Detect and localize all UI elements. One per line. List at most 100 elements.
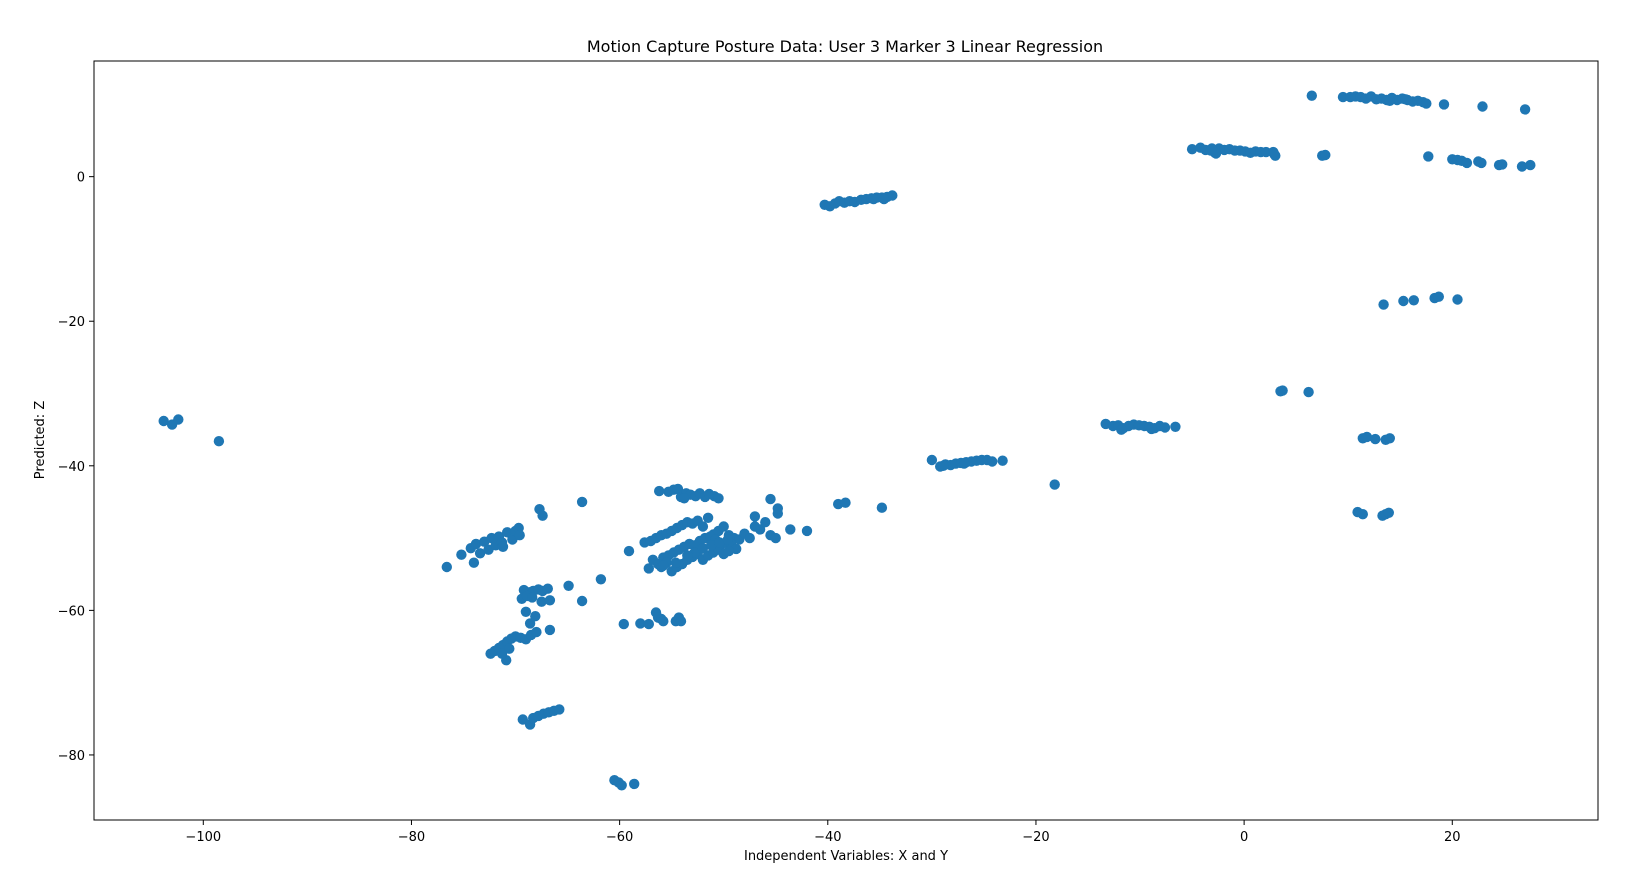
data-point — [1146, 423, 1157, 435]
data-point — [1516, 161, 1528, 172]
data-point — [468, 557, 480, 568]
data-point — [1260, 146, 1272, 158]
data-point — [213, 436, 225, 447]
y-axis: −80 −60 −40 −20 0 — [58, 171, 94, 764]
data-point — [765, 493, 776, 505]
data-point — [524, 618, 536, 629]
data-point — [1423, 151, 1434, 162]
data-point — [702, 512, 714, 523]
data-point — [770, 532, 781, 544]
data-point — [1277, 385, 1288, 396]
data-point — [801, 525, 813, 537]
data-point — [723, 545, 735, 557]
data-point — [1476, 157, 1487, 169]
data-point — [722, 534, 734, 545]
data-point — [496, 648, 508, 659]
data-point — [1049, 479, 1060, 490]
data-point — [536, 596, 547, 607]
data-point — [1159, 422, 1171, 433]
data-point — [616, 780, 627, 791]
x-tick-label: −20 — [1022, 830, 1049, 845]
data-point — [868, 193, 879, 205]
data-point — [1303, 386, 1314, 398]
data-point — [595, 574, 607, 585]
data-point — [514, 530, 525, 541]
data-point — [713, 493, 724, 504]
data-point — [1519, 104, 1531, 115]
data-point — [502, 527, 513, 538]
data-point — [1461, 157, 1473, 169]
x-tick-label: 0 — [1240, 830, 1248, 845]
data-point — [1116, 424, 1127, 435]
data-point — [531, 626, 542, 638]
y-tick-label: −40 — [58, 460, 85, 475]
data-point — [1477, 101, 1488, 112]
x-tick-label: 20 — [1444, 830, 1461, 845]
data-point — [618, 618, 629, 630]
x-tick-label: −60 — [606, 830, 633, 845]
data-point — [1408, 295, 1420, 306]
data-point — [1525, 159, 1536, 171]
data-point — [682, 550, 693, 561]
data-point — [718, 521, 729, 532]
data-point — [785, 524, 796, 535]
data-point — [938, 460, 949, 471]
data-point — [623, 545, 635, 557]
data-point — [878, 193, 890, 205]
data-point — [1384, 95, 1396, 107]
data-point — [1306, 90, 1318, 101]
data-point — [441, 561, 452, 573]
data-point — [1383, 507, 1395, 518]
data-point — [643, 618, 654, 630]
data-point — [697, 543, 709, 554]
data-point — [1378, 299, 1389, 310]
data-point — [474, 548, 486, 559]
x-tick-label: −100 — [185, 830, 221, 845]
data-point — [997, 455, 1008, 466]
y-axis-label: Predicted: Z — [33, 401, 48, 480]
x-axis-label: Independent Variables: X and Y — [744, 849, 948, 864]
data-point — [670, 557, 681, 568]
data-point — [1206, 143, 1218, 154]
data-point — [544, 595, 556, 606]
data-point — [544, 624, 556, 636]
data-point — [527, 592, 538, 603]
data-point — [158, 415, 169, 427]
data-point — [1320, 149, 1331, 161]
y-tick-label: −20 — [58, 315, 85, 330]
data-point — [744, 532, 755, 544]
data-point — [658, 560, 669, 571]
data-point — [679, 493, 690, 504]
data-point — [456, 549, 467, 560]
data-point — [470, 538, 482, 550]
data-point — [840, 497, 851, 508]
data-point — [576, 496, 588, 508]
data-point — [1433, 291, 1445, 302]
data-point — [517, 714, 528, 725]
data-point — [629, 778, 640, 790]
data-point — [1384, 433, 1396, 444]
data-point — [1438, 99, 1450, 110]
x-tick-label: −80 — [398, 830, 425, 845]
data-point — [697, 521, 709, 532]
data-point — [554, 704, 565, 715]
data-point — [1398, 295, 1409, 307]
data-point — [563, 580, 574, 591]
x-axis: −100 −80 −60 −40 −20 0 20 — [185, 820, 1461, 845]
data-point — [1337, 91, 1349, 103]
data-point — [760, 517, 771, 528]
data-point — [1186, 144, 1198, 155]
data-point — [497, 541, 509, 552]
y-tick-label: 0 — [77, 171, 85, 186]
data-point — [658, 616, 669, 627]
data-point — [1400, 94, 1411, 105]
data-point — [1370, 433, 1381, 445]
data-point — [887, 190, 898, 201]
data-point — [542, 583, 553, 594]
data-point — [1357, 509, 1369, 520]
data-point — [1497, 159, 1508, 170]
data-point — [1269, 149, 1280, 160]
data-point — [635, 618, 646, 629]
y-tick-label: −80 — [58, 749, 85, 764]
